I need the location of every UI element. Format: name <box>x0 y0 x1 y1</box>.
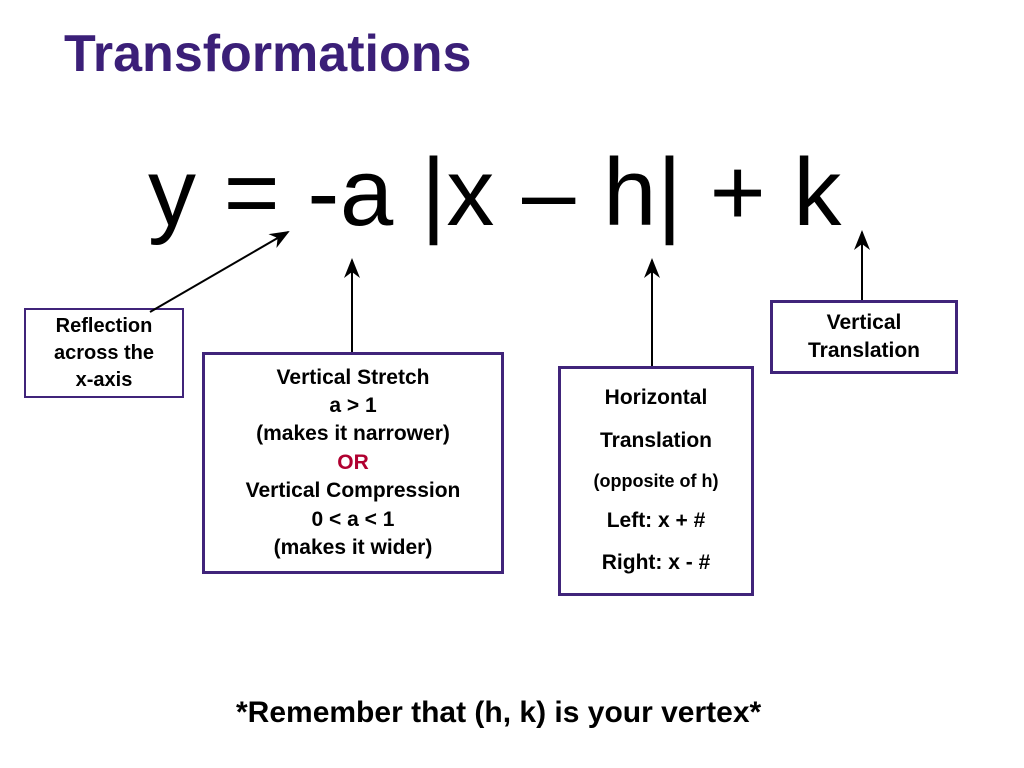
callout-line: Reflection <box>56 313 153 340</box>
callout-line: Vertical <box>827 309 902 337</box>
callout-line: (makes it narrower) <box>256 420 450 448</box>
callout-line: (opposite of h) <box>594 469 719 493</box>
callout-line: Translation <box>600 427 712 455</box>
callout-line: Right: x - # <box>602 549 711 577</box>
callout-line: Vertical Compression <box>246 477 461 505</box>
callout-line: OR <box>337 449 369 477</box>
callout-line: a > 1 <box>329 392 376 420</box>
callout-reflection: Reflectionacross thex-axis <box>24 308 184 398</box>
page-title: Transformations <box>64 24 471 84</box>
callout-line: 0 < a < 1 <box>312 506 395 534</box>
callout-horizontal-translation: Horizontal Translation (opposite of h) Left… <box>558 366 754 596</box>
equation-text: y = -a |x – h| + k <box>148 138 842 248</box>
callout-stretch-compression: Vertical Stretcha > 1(makes it narrower)… <box>202 352 504 574</box>
callout-line: Left: x + # <box>607 507 706 535</box>
callout-line: (makes it wider) <box>274 534 433 562</box>
footer-note: *Remember that (h, k) is your vertex* <box>236 696 761 730</box>
callout-line: Horizontal <box>605 384 708 412</box>
callout-line: Translation <box>808 337 920 365</box>
callout-vertical-translation: VerticalTranslation <box>770 300 958 374</box>
callout-line: Vertical Stretch <box>277 364 430 392</box>
callout-line: x-axis <box>76 367 133 394</box>
callout-line: across the <box>54 340 154 367</box>
